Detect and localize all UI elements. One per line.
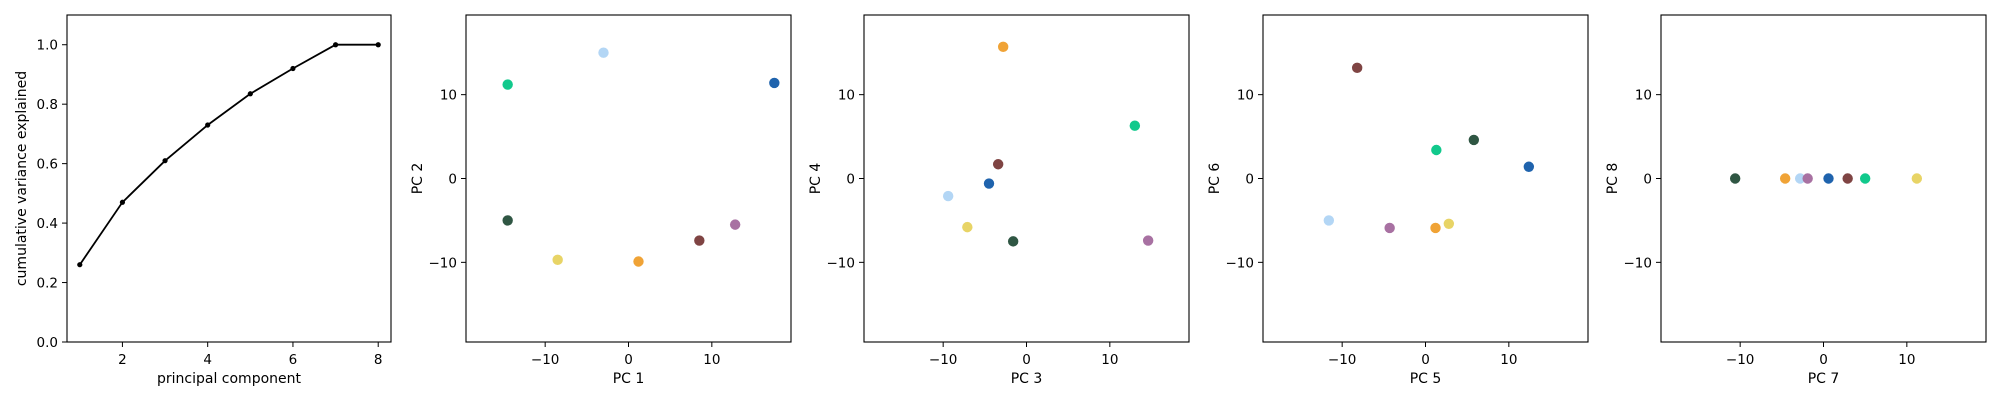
y-tick-label: 0: [1643, 172, 1652, 188]
scatter-point: [1859, 173, 1871, 184]
scatter-point: [1729, 173, 1741, 184]
data-point: [205, 122, 211, 128]
scatter-point: [598, 47, 609, 58]
x-tick-label: −10: [1726, 352, 1755, 368]
y-tick-label: 0.6: [37, 157, 58, 173]
x-axis-label: PC 3: [1011, 371, 1043, 387]
panel-2: −10 0 10 −10 0 10 PC 1 PC 2: [410, 14, 792, 387]
y-tick-label: 0.2: [37, 276, 58, 292]
y-tick-label: −10: [1226, 255, 1255, 271]
scatter-point: [502, 215, 513, 226]
panel-5: −10 0 10 −10 0 10 PC 7 PC 8: [1605, 14, 1987, 387]
panel-3: −10 0 10 −10 0 10 PC 3 PC 4: [808, 14, 1190, 387]
y-axis-label: cumulative variance explained: [14, 71, 30, 286]
data-point: [290, 65, 296, 72]
scatter-point: [962, 221, 973, 233]
x-tick-label: 0: [624, 352, 633, 368]
scatter-point: [1523, 161, 1535, 172]
scatter-point: [1911, 173, 1923, 184]
x-tick-label: −10: [531, 352, 560, 368]
data-point: [332, 42, 339, 48]
x-axis-label: PC 1: [613, 371, 645, 387]
x-tick-label: 0: [1421, 352, 1430, 368]
x-tick-label: 10: [703, 352, 720, 368]
scatter-point: [729, 219, 741, 230]
data-point: [375, 42, 381, 48]
y-axis-label: PC 6: [1207, 163, 1223, 195]
x-tick-label: 2: [118, 352, 127, 368]
scatter-point: [502, 79, 513, 90]
x-tick-label: 8: [374, 352, 383, 368]
y-axis-label: PC 2: [410, 163, 426, 195]
y-tick-label: 10: [838, 88, 855, 104]
scatter-point: [1802, 173, 1813, 184]
x-tick-label: 10: [1898, 352, 1915, 368]
x-tick-label: 4: [203, 352, 212, 368]
x-tick-label: 10: [1500, 352, 1517, 368]
scatter-point: [1443, 218, 1455, 229]
y-tick-label: 0: [846, 172, 855, 188]
scatter-point: [997, 41, 1009, 53]
scatter-point: [1323, 215, 1335, 226]
scatter-point: [1823, 173, 1834, 184]
x-tick-label: −10: [929, 352, 958, 368]
scatter-point: [552, 254, 563, 266]
scatter-point: [1468, 134, 1480, 146]
scatter-point: [992, 159, 1004, 170]
scatter-point: [942, 190, 954, 202]
y-tick-label: 10: [1635, 88, 1652, 104]
x-axis-label: principal component: [157, 371, 302, 387]
series-line: [79, 43, 379, 266]
y-tick-label: 1.0: [37, 38, 58, 54]
scatter-point: [633, 256, 644, 267]
scatter-point: [1142, 235, 1154, 246]
scatter-point: [1351, 62, 1363, 74]
y-tick-label: 0: [448, 172, 457, 188]
y-tick-label: −10: [1624, 255, 1653, 271]
y-tick-label: −10: [827, 255, 856, 271]
y-axis-label: PC 8: [1605, 163, 1621, 195]
y-axis-label: PC 4: [808, 163, 824, 195]
axes-frame: [465, 14, 792, 343]
scatter-point: [694, 235, 705, 246]
x-tick-label: 0: [1022, 352, 1031, 368]
scatter-point: [1842, 173, 1853, 184]
x-tick-label: 0: [1819, 352, 1828, 368]
y-tick-label: 0: [1245, 172, 1254, 188]
x-axis-label: PC 5: [1410, 371, 1442, 387]
scatter-point: [1384, 222, 1395, 234]
scatter-point: [983, 178, 995, 189]
scatter-point: [1129, 120, 1141, 131]
y-tick-label: 0.4: [37, 216, 58, 232]
x-axis-label: PC 7: [1808, 371, 1840, 387]
y-tick-label: −10: [429, 255, 458, 271]
axes-frame: [863, 14, 1190, 343]
data-point: [247, 91, 253, 97]
scatter-point: [1779, 173, 1791, 184]
data-point: [119, 199, 126, 205]
y-tick-label: 10: [440, 88, 457, 104]
y-tick-label: 0.0: [37, 335, 58, 351]
x-tick-label: 6: [289, 352, 298, 368]
scatter-point: [1431, 144, 1442, 156]
axes-frame: [66, 14, 392, 343]
x-tick-label: −10: [1328, 352, 1357, 368]
panel-1: 2 4 6 8 0.0 0.2 0.4 0.6 0.8 1.0 principal componen…: [14, 14, 392, 387]
scatter-point: [1007, 236, 1019, 247]
scatter-point: [1430, 222, 1441, 234]
panel-4: −10 0 10 −10 0 10 PC 5 PC 6: [1207, 14, 1589, 387]
data-point: [162, 158, 168, 164]
y-tick-label: 10: [1237, 88, 1254, 104]
x-tick-label: 10: [1101, 352, 1118, 368]
scatter-point: [769, 77, 780, 89]
scatter-point: [1794, 173, 1806, 184]
data-point: [77, 262, 83, 268]
y-tick-label: 0.8: [37, 97, 58, 113]
axes-frame: [1262, 14, 1589, 343]
